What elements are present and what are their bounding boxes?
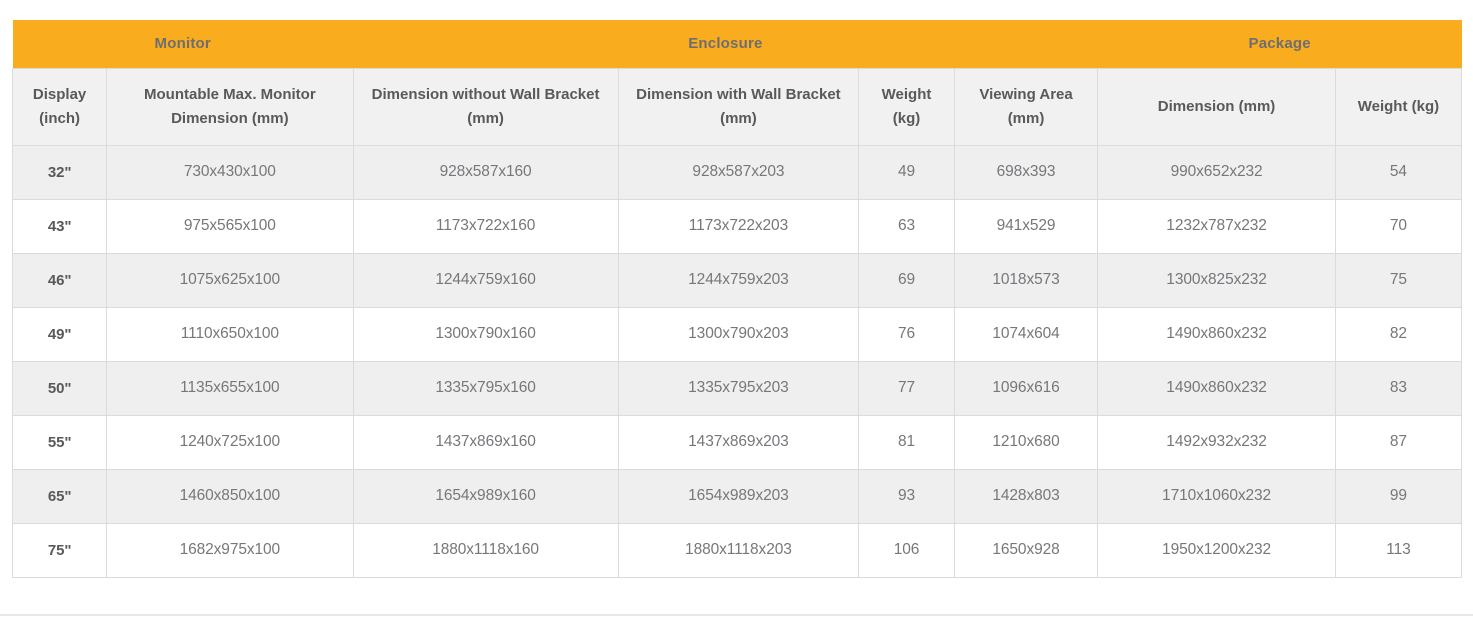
spec-table: Monitor Enclosure Package Display (inch) Mo… bbox=[11, 20, 1463, 578]
spec-cell: 1710x1060x232 bbox=[1097, 468, 1336, 524]
spec-cell: 1682x975x100 bbox=[106, 522, 354, 578]
spec-cell: 76 bbox=[858, 306, 955, 362]
spec-cell: 87 bbox=[1334, 414, 1463, 470]
spec-cell: 1428x803 bbox=[953, 468, 1099, 524]
spec-cell: 990x652x232 bbox=[1097, 144, 1336, 200]
display-size-cell: 49" bbox=[11, 306, 108, 362]
column-header-5: Viewing Area (mm) bbox=[953, 67, 1099, 146]
spec-cell: 1880x1118x160 bbox=[352, 522, 619, 578]
group-header-package: Package bbox=[1097, 20, 1462, 68]
spec-cell: 70 bbox=[1334, 198, 1463, 254]
spec-cell: 730x430x100 bbox=[106, 144, 354, 200]
spec-cell: 1490x860x232 bbox=[1097, 360, 1336, 416]
spec-cell: 1654x989x160 bbox=[352, 468, 619, 524]
column-header-1: Mountable Max. Monitor Dimension (mm) bbox=[106, 67, 354, 146]
display-size-cell: 32" bbox=[11, 144, 108, 200]
spec-cell: 1300x790x160 bbox=[352, 306, 619, 362]
spec-cell: 63 bbox=[858, 198, 955, 254]
spec-cell: 81 bbox=[858, 414, 955, 470]
spec-cell: 106 bbox=[858, 522, 955, 578]
table-row: 50" 1135x655x100 1335x795x160 1335x795x203 7… bbox=[11, 360, 1463, 416]
spec-cell: 1173x722x160 bbox=[352, 198, 619, 254]
spec-cell: 93 bbox=[858, 468, 955, 524]
table-row: 32" 730x430x100 928x587x160 928x587x203 49 69… bbox=[11, 144, 1463, 200]
spec-cell: 1096x616 bbox=[953, 360, 1099, 416]
spec-cell: 77 bbox=[858, 360, 955, 416]
column-header-3: Dimension with Wall Bracket (mm) bbox=[617, 67, 860, 146]
display-size-cell: 43" bbox=[11, 198, 108, 254]
display-size-cell: 55" bbox=[11, 414, 108, 470]
display-size-cell: 46" bbox=[11, 252, 108, 308]
spec-cell: 1173x722x203 bbox=[617, 198, 860, 254]
spec-cell: 1654x989x203 bbox=[617, 468, 860, 524]
spec-cell: 1437x869x160 bbox=[352, 414, 619, 470]
spec-cell: 1460x850x100 bbox=[106, 468, 354, 524]
column-header-2: Dimension without Wall Bracket (mm) bbox=[352, 67, 619, 146]
table-row: 46" 1075x625x100 1244x759x160 1244x759x203 6… bbox=[11, 252, 1463, 308]
table-row: 75" 1682x975x100 1880x1118x160 1880x1118x20… bbox=[11, 522, 1463, 578]
spec-cell: 1244x759x160 bbox=[352, 252, 619, 308]
spec-cell: 1240x725x100 bbox=[106, 414, 354, 470]
spec-cell: 928x587x203 bbox=[617, 144, 860, 200]
spec-cell: 49 bbox=[858, 144, 955, 200]
display-size-cell: 75" bbox=[11, 522, 108, 578]
spec-cell: 1950x1200x232 bbox=[1097, 522, 1336, 578]
spec-cell: 1300x790x203 bbox=[617, 306, 860, 362]
spec-cell: 54 bbox=[1334, 144, 1463, 200]
spec-cell: 1074x604 bbox=[953, 306, 1099, 362]
group-header-row: Monitor Enclosure Package bbox=[12, 20, 1462, 68]
table-head: Monitor Enclosure Package Display (inch) Mo… bbox=[11, 20, 1463, 146]
spec-cell: 1018x573 bbox=[953, 252, 1099, 308]
spec-cell: 698x393 bbox=[953, 144, 1099, 200]
bottom-divider bbox=[0, 614, 1473, 616]
table-row: 65" 1460x850x100 1654x989x160 1654x989x203 9… bbox=[11, 468, 1463, 524]
spec-cell: 1244x759x203 bbox=[617, 252, 860, 308]
display-size-cell: 50" bbox=[11, 360, 108, 416]
spec-cell: 1335x795x203 bbox=[617, 360, 860, 416]
column-header-4: Weight (kg) bbox=[858, 67, 955, 146]
spec-cell: 99 bbox=[1334, 468, 1463, 524]
spec-cell: 1335x795x160 bbox=[352, 360, 619, 416]
spec-cell: 1135x655x100 bbox=[106, 360, 354, 416]
column-header-6: Dimension (mm) bbox=[1097, 67, 1336, 146]
spec-cell: 113 bbox=[1334, 522, 1463, 578]
table-row: 43" 975x565x100 1173x722x160 1173x722x203 63… bbox=[11, 198, 1463, 254]
spec-cell: 1880x1118x203 bbox=[617, 522, 860, 578]
spec-cell: 975x565x100 bbox=[106, 198, 354, 254]
spec-cell: 1210x680 bbox=[953, 414, 1099, 470]
spec-cell: 1490x860x232 bbox=[1097, 306, 1336, 362]
spec-cell: 1110x650x100 bbox=[106, 306, 354, 362]
spec-cell: 941x529 bbox=[953, 198, 1099, 254]
spec-cell: 1300x825x232 bbox=[1097, 252, 1336, 308]
table-row: 49" 1110x650x100 1300x790x160 1300x790x203 7… bbox=[11, 306, 1463, 362]
group-header-monitor: Monitor bbox=[12, 20, 353, 68]
spec-cell: 69 bbox=[858, 252, 955, 308]
spec-cell: 82 bbox=[1334, 306, 1463, 362]
spec-cell: 1492x932x232 bbox=[1097, 414, 1336, 470]
table-row: 55" 1240x725x100 1437x869x160 1437x869x203 8… bbox=[11, 414, 1463, 470]
group-header-enclosure: Enclosure bbox=[353, 20, 1098, 68]
column-header-row: Display (inch) Mountable Max. Monitor Dim… bbox=[11, 67, 1463, 146]
spec-cell: 1232x787x232 bbox=[1097, 198, 1336, 254]
table-body: 32" 730x430x100 928x587x160 928x587x203 49 69… bbox=[11, 144, 1463, 578]
display-size-cell: 65" bbox=[11, 468, 108, 524]
column-header-0: Display (inch) bbox=[11, 67, 108, 146]
spec-cell: 1437x869x203 bbox=[617, 414, 860, 470]
spec-cell: 1075x625x100 bbox=[106, 252, 354, 308]
spec-cell: 75 bbox=[1334, 252, 1463, 308]
spec-cell: 1650x928 bbox=[953, 522, 1099, 578]
spec-cell: 83 bbox=[1334, 360, 1463, 416]
column-header-7: Weight (kg) bbox=[1334, 67, 1463, 146]
spec-cell: 928x587x160 bbox=[352, 144, 619, 200]
